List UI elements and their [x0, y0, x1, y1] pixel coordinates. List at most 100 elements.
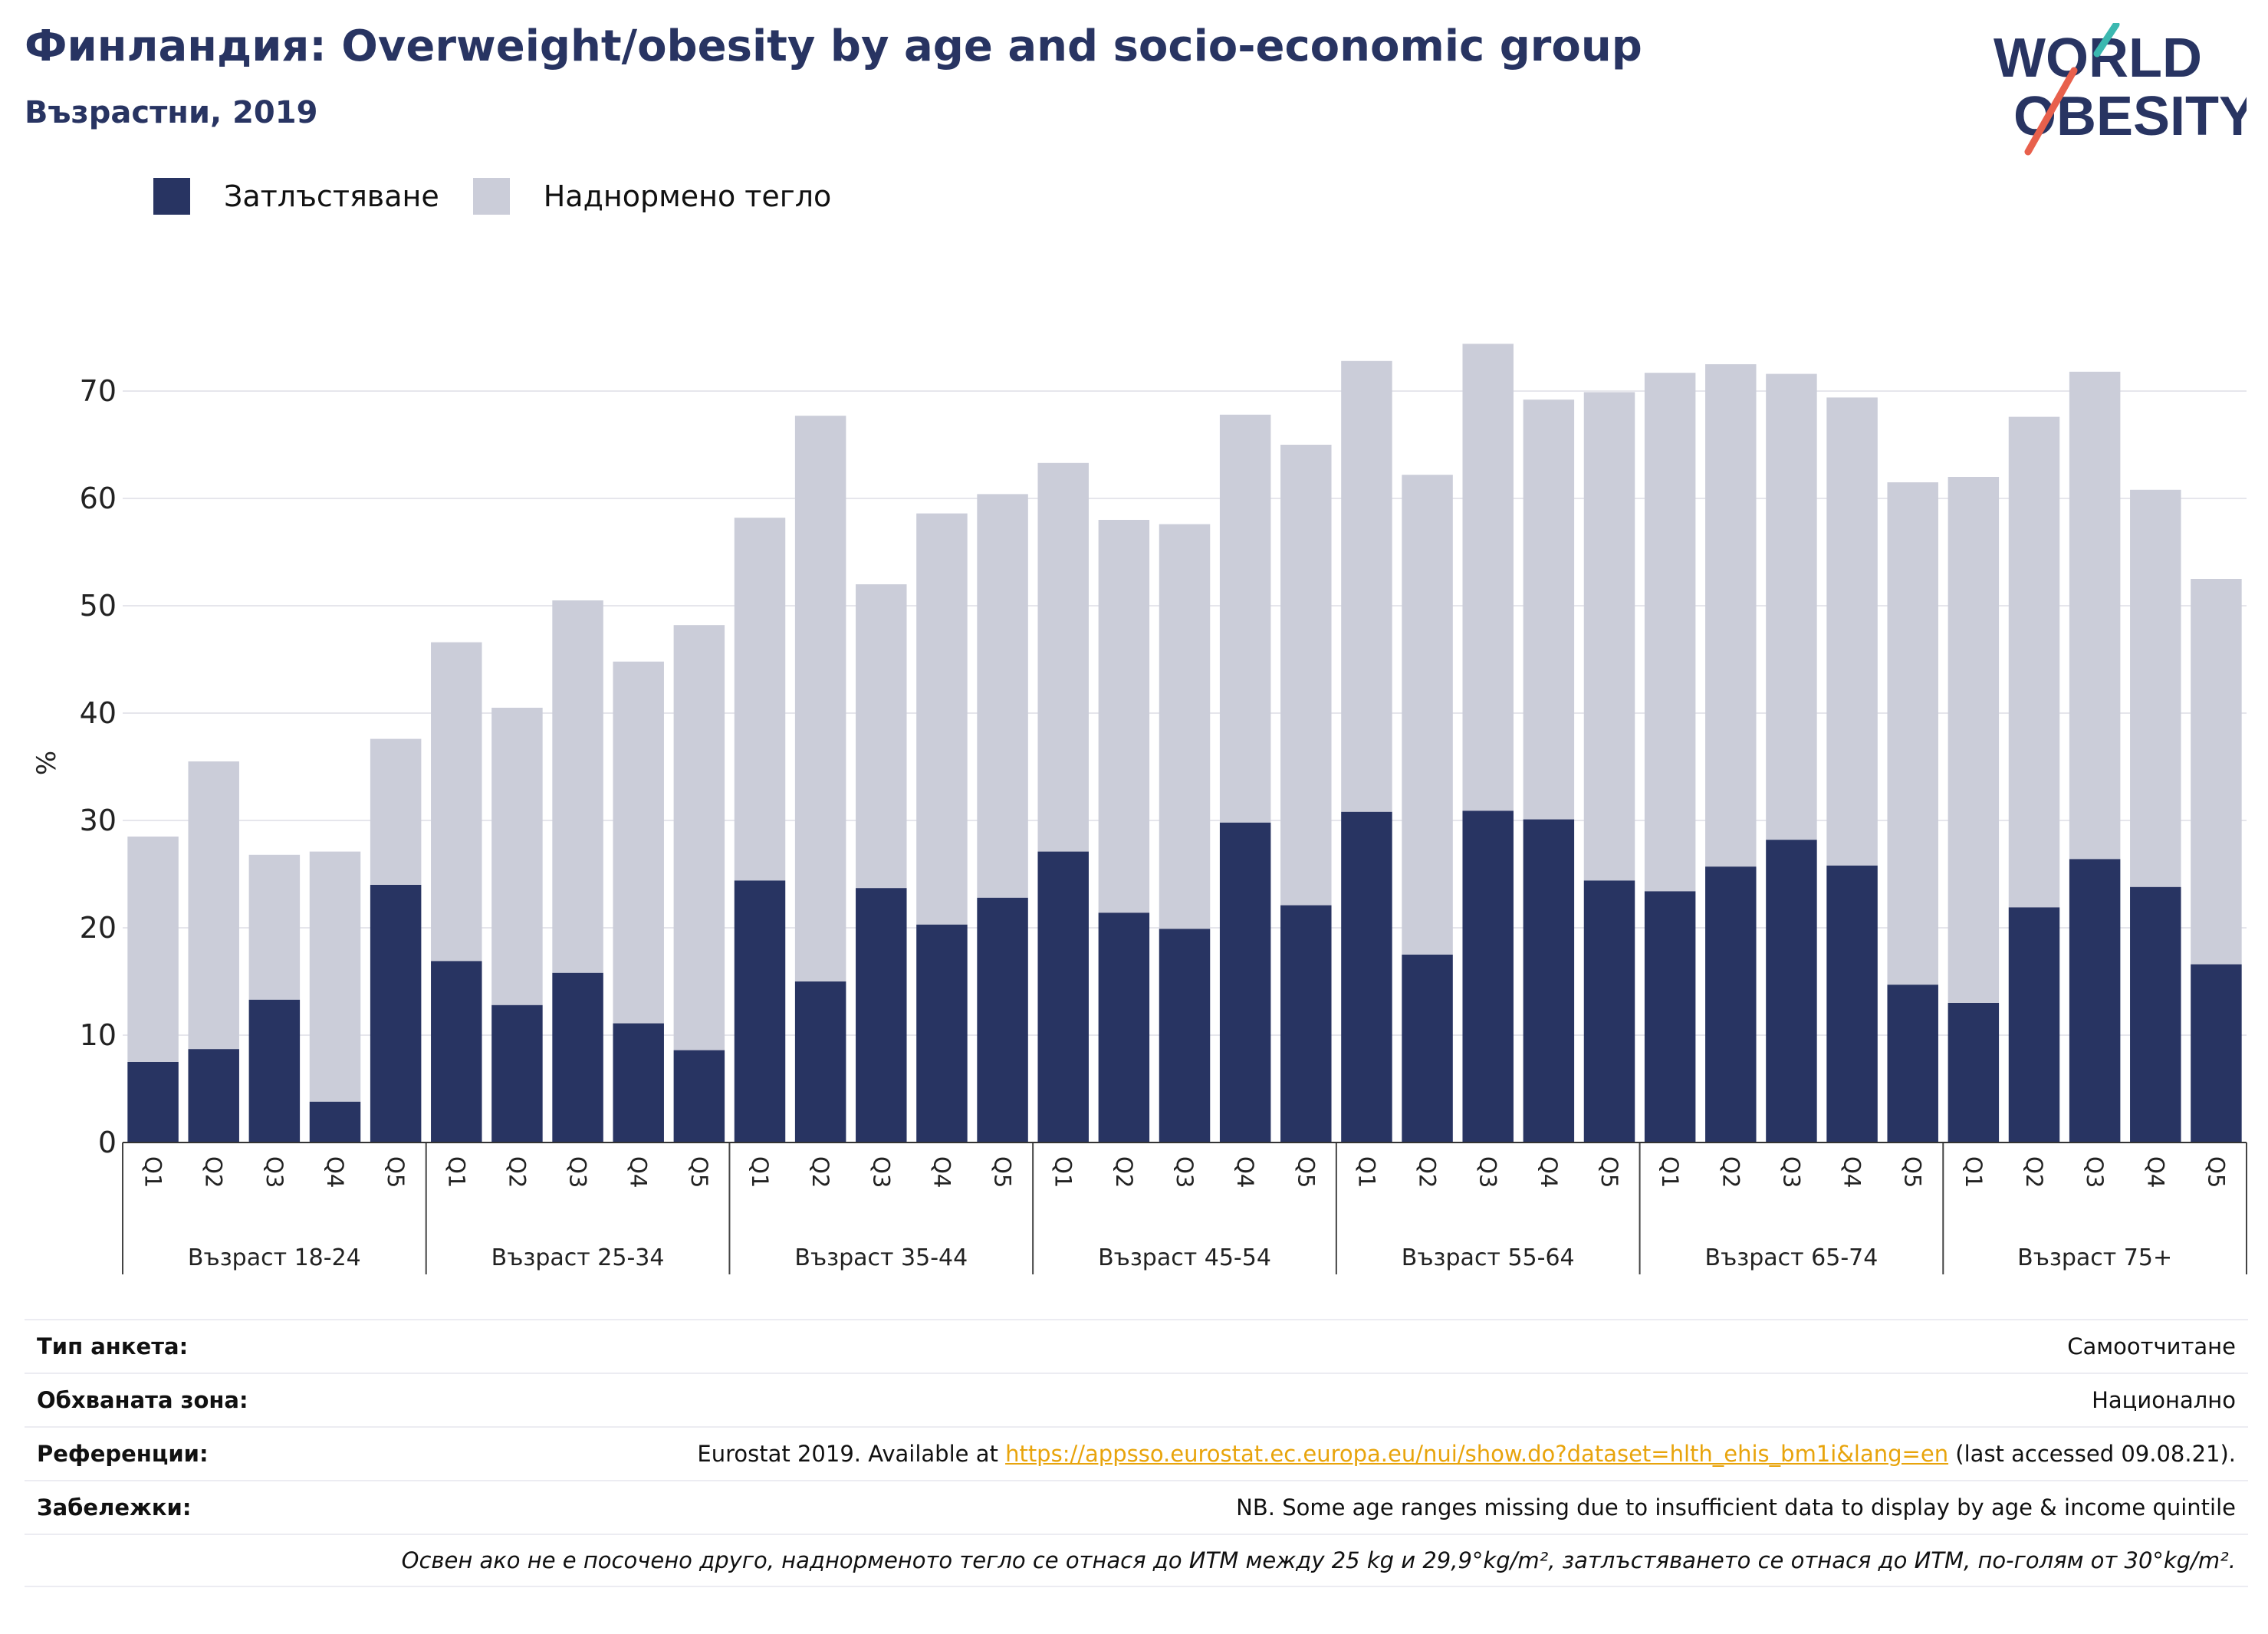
- bar-obesity-g1-Q5: [370, 885, 422, 1142]
- bar-overweight-g7-Q1: [1948, 477, 2000, 1003]
- bar-obesity-g7-Q1: [1948, 1003, 2000, 1142]
- legend-item-overweight: Наднормено тегло: [472, 178, 849, 215]
- x-tick-label-g4-Q2: Q2: [1111, 1156, 1137, 1188]
- x-tick-label-g2-Q1: Q1: [443, 1156, 469, 1188]
- bar-obesity-g4-Q2: [1098, 912, 1150, 1142]
- bar-obesity-g5-Q4: [1523, 819, 1575, 1142]
- legend-label-overweight: Наднормено тегло: [543, 179, 832, 213]
- bar-overweight-g7-Q3: [2069, 371, 2121, 860]
- bar-overweight-g6-Q5: [1887, 482, 1938, 985]
- x-tick-label-g7-Q2: Q2: [2021, 1156, 2047, 1188]
- x-tick-label-g4-Q4: Q4: [1232, 1156, 1258, 1188]
- bar-obesity-g2-Q4: [613, 1023, 664, 1142]
- definition-note: Освен ако не е посочено друго, наднормен…: [401, 1547, 2236, 1573]
- bar-obesity-g3-Q3: [856, 888, 907, 1142]
- x-tick-label-g6-Q2: Q2: [1717, 1156, 1744, 1188]
- x-tick-label-g5-Q5: Q5: [1596, 1156, 1622, 1188]
- bar-obesity-g7-Q3: [2069, 859, 2121, 1142]
- bar-overweight-g1-Q5: [370, 738, 422, 885]
- world-obesity-logo: WORLD OBESITY: [1994, 23, 2247, 156]
- page-subtitle: Възрастни, 2019: [25, 95, 318, 130]
- bar-obesity-g7-Q4: [2130, 886, 2181, 1142]
- x-tick-label-g4-Q1: Q1: [1050, 1156, 1076, 1188]
- notes-value: NB. Some age ranges missing due to insuf…: [1236, 1494, 2236, 1521]
- bar-overweight-g6-Q2: [1705, 364, 1757, 867]
- bar-overweight-g6-Q3: [1766, 373, 1817, 840]
- bar-obesity-g5-Q2: [1402, 955, 1453, 1142]
- bar-overweight-g3-Q5: [977, 494, 1028, 898]
- bar-overweight-g3-Q2: [794, 416, 846, 981]
- bar-overweight-g4-Q5: [1280, 445, 1332, 906]
- bar-overweight-g5-Q1: [1341, 360, 1392, 812]
- area-label: Обхваната зона:: [37, 1387, 248, 1413]
- bar-obesity-g2-Q2: [491, 1004, 543, 1142]
- info-row-notes: Забележки: NB. Some age ranges missing d…: [25, 1480, 2248, 1534]
- references-prefix: Eurostat 2019. Available at: [697, 1441, 1006, 1467]
- x-tick-label-g6-Q5: Q5: [1900, 1156, 1926, 1188]
- bar-obesity-g1-Q4: [309, 1101, 361, 1142]
- y-tick-label-70: 70: [80, 374, 117, 408]
- x-tick-label-g6-Q1: Q1: [1657, 1156, 1683, 1188]
- bar-overweight-g4-Q2: [1098, 520, 1150, 913]
- x-tick-label-g5-Q2: Q2: [1415, 1156, 1441, 1188]
- bar-overweight-g3-Q4: [916, 513, 968, 925]
- bar-obesity-g1-Q1: [127, 1062, 179, 1142]
- bar-obesity-g6-Q4: [1826, 865, 1878, 1142]
- x-tick-label-g4-Q3: Q3: [1172, 1156, 1198, 1188]
- x-tick-label-g7-Q3: Q3: [2082, 1156, 2108, 1188]
- bar-overweight-g2-Q4: [613, 661, 664, 1024]
- bar-obesity-g4-Q4: [1219, 822, 1271, 1142]
- x-tick-label-g2-Q5: Q5: [686, 1156, 712, 1188]
- group-label-1: Възраст 18-24: [188, 1244, 361, 1271]
- bar-obesity-g4-Q1: [1037, 851, 1089, 1142]
- x-tick-label-g1-Q1: Q1: [140, 1156, 166, 1188]
- bar-overweight-g2-Q3: [552, 600, 603, 973]
- legend-item-obesity: Затлъстяване: [153, 178, 456, 215]
- info-row-survey: Тип анкета: Самоотчитане: [25, 1319, 2248, 1373]
- y-tick-label-10: 10: [80, 1018, 117, 1052]
- bar-obesity-g4-Q5: [1280, 905, 1332, 1142]
- y-axis-label: %: [31, 751, 62, 775]
- x-tick-label-g3-Q1: Q1: [747, 1156, 773, 1188]
- survey-value: Самоотчитане: [2067, 1333, 2236, 1359]
- bar-obesity-g4-Q3: [1159, 929, 1211, 1142]
- x-tick-label-g1-Q4: Q4: [322, 1156, 348, 1188]
- x-tick-label-g1-Q2: Q2: [201, 1156, 227, 1188]
- group-label-7: Възраст 75+: [2017, 1244, 2172, 1271]
- references-value: Eurostat 2019. Available at https://apps…: [697, 1441, 2236, 1467]
- bar-obesity-g6-Q2: [1705, 866, 1757, 1142]
- bar-obesity-g2-Q3: [552, 972, 603, 1142]
- bar-obesity-g5-Q1: [1341, 811, 1392, 1142]
- references-link[interactable]: https://appsso.eurostat.ec.europa.eu/nui…: [1005, 1441, 1949, 1467]
- bar-obesity-g6-Q1: [1644, 891, 1696, 1142]
- bar-obesity-g1-Q2: [188, 1049, 239, 1142]
- bar-overweight-g1-Q4: [309, 851, 361, 1102]
- bar-overweight-g4-Q1: [1037, 462, 1089, 852]
- info-row-definition: Освен ако не е посочено друго, наднормен…: [25, 1534, 2248, 1587]
- x-tick-label-g6-Q4: Q4: [1839, 1156, 1865, 1188]
- bar-obesity-g5-Q5: [1583, 880, 1635, 1142]
- bar-obesity-g1-Q3: [248, 999, 301, 1142]
- legend-label-obesity: Затлъстяване: [224, 179, 439, 213]
- y-tick-label-20: 20: [80, 911, 117, 945]
- bar-overweight-g2-Q5: [673, 625, 725, 1050]
- bar-obesity-g3-Q5: [977, 897, 1028, 1142]
- info-row-area: Обхваната зона: Национално: [25, 1373, 2248, 1426]
- bar-overweight-g1-Q2: [188, 761, 239, 1050]
- x-tick-label-g5-Q1: Q1: [1353, 1156, 1379, 1188]
- bar-overweight-g5-Q5: [1583, 392, 1635, 881]
- bar-obesity-g7-Q2: [2008, 907, 2060, 1142]
- y-tick-label-60: 60: [80, 482, 117, 515]
- x-tick-label-g7-Q5: Q5: [2203, 1156, 2229, 1188]
- bar-obesity-g6-Q3: [1766, 840, 1817, 1142]
- x-tick-label-g3-Q4: Q4: [929, 1156, 955, 1188]
- survey-label: Тип анкета:: [37, 1333, 189, 1359]
- bar-overweight-g1-Q3: [248, 854, 301, 1000]
- x-tick-label-g4-Q5: Q5: [1293, 1156, 1319, 1188]
- bar-obesity-g3-Q4: [916, 924, 968, 1142]
- x-tick-label-g2-Q3: Q3: [565, 1156, 591, 1188]
- bar-overweight-g5-Q4: [1523, 399, 1575, 820]
- bar-obesity-g7-Q5: [2191, 964, 2242, 1142]
- bar-obesity-g3-Q2: [794, 981, 846, 1142]
- info-table: Тип анкета: Самоотчитане Обхваната зона:…: [25, 1319, 2248, 1587]
